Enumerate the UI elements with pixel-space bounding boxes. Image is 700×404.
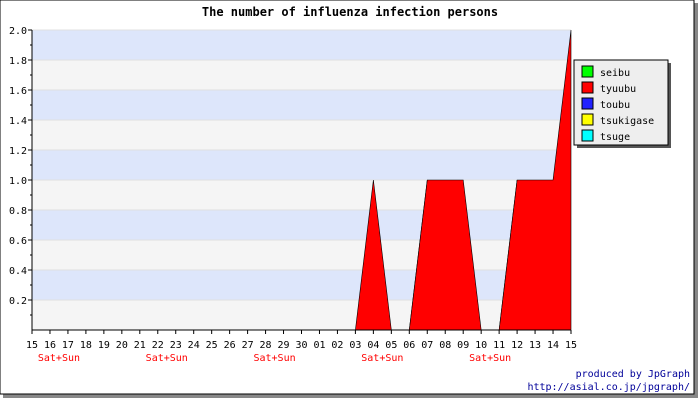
x-tick-label: 15 (26, 340, 38, 351)
legend-swatch-seibu (581, 65, 594, 78)
x-tick-label: 15 (565, 340, 577, 351)
legend: seibu tyuubu toubu tsukigase tsuge (573, 59, 671, 148)
x-tick-label: 13 (529, 340, 541, 351)
y-tick-label: 1.2 (9, 146, 27, 157)
y-tick-labels: 0.2 0.4 0.6 0.8 1.0 1.2 1.4 1.6 1.8 2.0 (9, 26, 27, 307)
x-tick-label: 14 (547, 340, 559, 351)
plot-band (32, 210, 571, 240)
x-tick-label: 29 (278, 340, 290, 351)
x-sub-label: Sat+Sun (361, 353, 403, 364)
plot-band (32, 120, 571, 150)
plot-grid (32, 29, 571, 301)
y-tick-label: 1.6 (9, 86, 27, 97)
plot-band (32, 270, 571, 300)
legend-label-seibu: seibu (600, 68, 630, 79)
x-tick-label: 04 (367, 340, 379, 351)
y-tick-label: 0.8 (9, 206, 27, 217)
legend-label-toubu: toubu (600, 100, 630, 111)
legend-swatch-tsuge (581, 129, 594, 142)
x-tick-label: 25 (206, 340, 218, 351)
x-tick-label: 18 (80, 340, 92, 351)
x-sub-label: Sat+Sun (253, 353, 295, 364)
legend-label-tyuubu: tyuubu (600, 84, 636, 95)
y-tick-label: 1.0 (9, 176, 27, 187)
x-tick-label: 03 (349, 340, 361, 351)
x-tick-label: 23 (170, 340, 182, 351)
plot-band (32, 240, 571, 270)
x-sub-label: Sat+Sun (38, 353, 80, 364)
x-tick-label: 08 (439, 340, 451, 351)
x-tick-label: 30 (295, 340, 307, 351)
plot-band (32, 60, 571, 90)
x-tick-label: 19 (98, 340, 110, 351)
legend-swatch-toubu (581, 97, 594, 110)
x-tick-label: 10 (475, 340, 487, 351)
x-tick-label: 11 (493, 340, 505, 351)
x-tick-label: 24 (188, 340, 200, 351)
plot-bands (32, 30, 571, 330)
x-tick-label: 02 (331, 340, 343, 351)
x-tick-label: 28 (260, 340, 272, 351)
y-tick-label: 0.2 (9, 296, 27, 307)
legend-label-tsuge: tsuge (600, 132, 630, 143)
x-tick-label: 01 (313, 340, 325, 351)
x-tick-label: 27 (242, 340, 254, 351)
legend-label-tsukigase: tsukigase (600, 116, 654, 127)
x-tick-label: 05 (385, 340, 397, 351)
plot-band (32, 90, 571, 120)
credit-line-2: http://asial.co.jp/jpgraph/ (527, 382, 690, 393)
legend-swatch-tsukigase (581, 113, 594, 126)
x-tick-label: 21 (134, 340, 146, 351)
credit-line-1: produced by JpGraph (576, 369, 690, 380)
x-tick-label: 20 (116, 340, 128, 351)
y-tick-label: 2.0 (9, 26, 27, 37)
x-sub-labels: Sat+Sun Sat+Sun Sat+Sun Sat+Sun Sat+Sun (38, 353, 511, 364)
x-tick-label: 12 (511, 340, 523, 351)
y-tick-label: 0.6 (9, 236, 27, 247)
plot-band (32, 30, 571, 60)
x-tick-label: 22 (152, 340, 164, 351)
x-sub-label: Sat+Sun (146, 353, 188, 364)
legend-swatch-tyuubu (581, 81, 594, 94)
plot-band (32, 300, 571, 330)
x-tick-labels: 15 16 17 18 19 20 21 22 23 24 25 26 27 28 29 30 01 02 03 04… (26, 340, 577, 351)
chart-title: The number of influenza infection person… (202, 5, 498, 19)
x-tick-label: 07 (421, 340, 433, 351)
x-tick-label: 09 (457, 340, 469, 351)
x-tick-label: 16 (44, 340, 56, 351)
y-tick-label: 0.4 (9, 266, 27, 277)
plot-axes (28, 29, 572, 334)
y-tick-label: 1.8 (9, 56, 27, 67)
plot-band (32, 180, 571, 210)
x-tick-label: 26 (224, 340, 236, 351)
x-sub-label: Sat+Sun (469, 353, 511, 364)
y-tick-label: 1.4 (9, 116, 27, 127)
legend-items: seibu tyuubu toubu tsukigase tsuge (581, 65, 654, 143)
x-tick-label: 17 (62, 340, 74, 351)
plot-band (32, 150, 571, 180)
x-tick-label: 06 (403, 340, 415, 351)
